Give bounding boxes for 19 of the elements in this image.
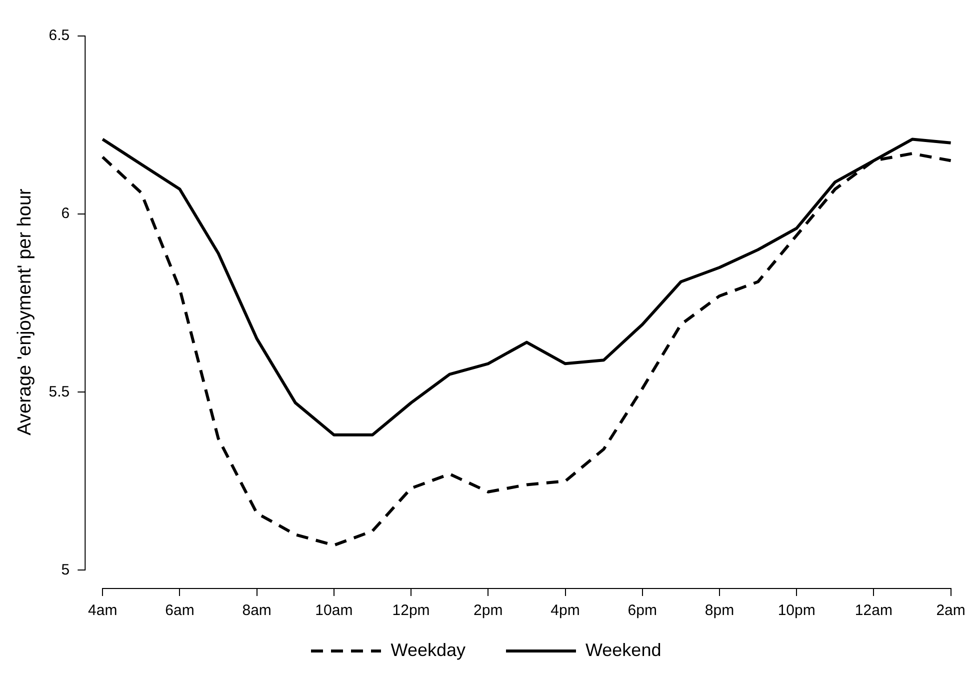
x-tick-label: 2am: [936, 602, 966, 620]
x-tick-label: 4am: [88, 602, 118, 620]
x-tick-label: 10pm: [778, 602, 816, 620]
x-tick-label: 12am: [854, 602, 892, 620]
x-tick-label: 8am: [242, 602, 272, 620]
legend-label: Weekend: [586, 640, 662, 661]
x-tick-label: 2pm: [474, 602, 503, 620]
y-tick-label: 5.5: [48, 383, 70, 400]
x-tick-label: 6pm: [628, 602, 657, 620]
x-tick-label: 12pm: [392, 602, 430, 620]
x-tick-label: 4pm: [550, 602, 580, 620]
x-tick-label: 8pm: [704, 602, 734, 620]
y-tick-label: 5: [61, 561, 70, 578]
y-axis-title: Average 'enjoyment' per hour: [14, 188, 36, 436]
legend-label: Weekday: [390, 640, 466, 661]
y-tick-label: 6: [61, 205, 70, 222]
y-tick-label: 6.5: [48, 27, 70, 44]
x-tick-label: 10am: [315, 602, 353, 620]
x-tick-label: 6am: [165, 602, 194, 620]
